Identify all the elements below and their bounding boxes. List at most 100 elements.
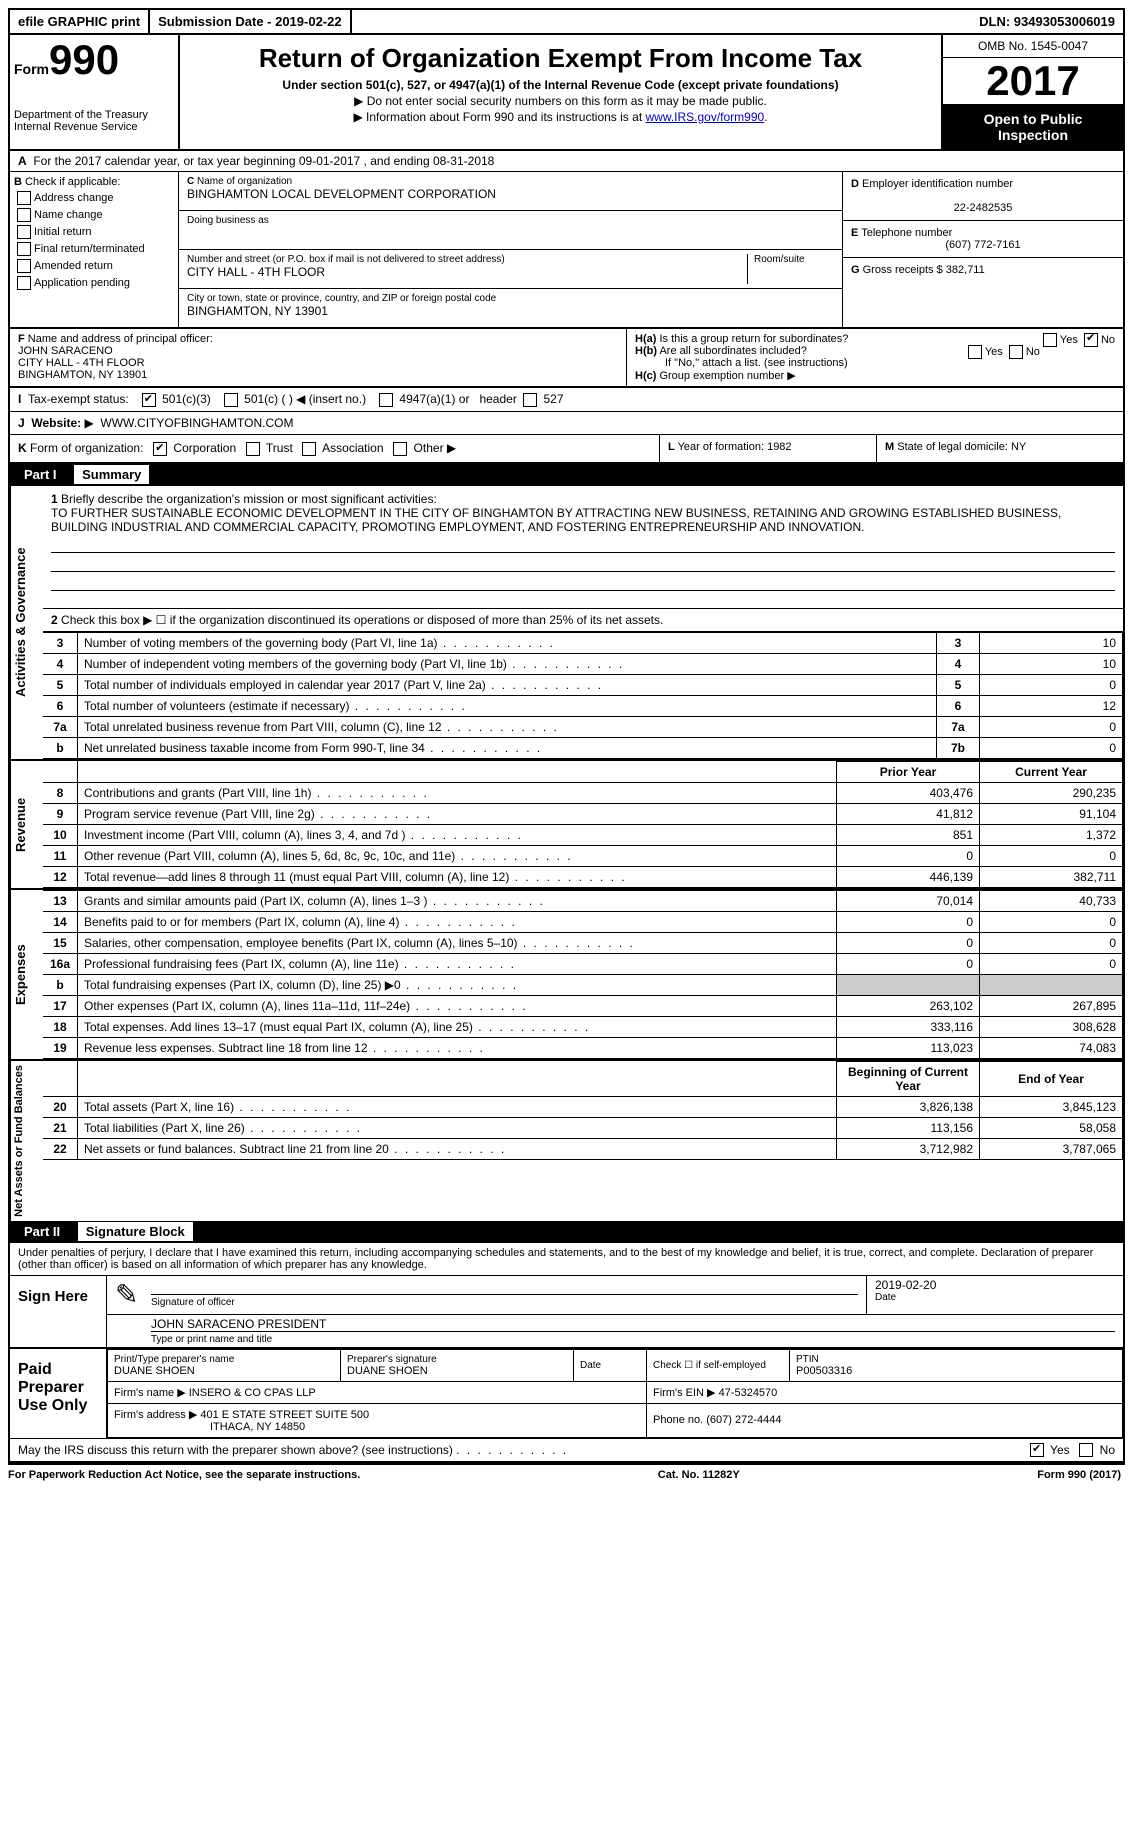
line-value: 10 (980, 653, 1123, 674)
prior-value: 446,139 (837, 866, 980, 887)
end-value: 58,058 (980, 1117, 1123, 1138)
efile-label: efile GRAPHIC print (10, 10, 150, 33)
opt-501c3: 501(c)(3) (162, 392, 211, 406)
netassets-block: Net Assets or Fund Balances Beginning of… (10, 1059, 1123, 1221)
opt-4947: 4947(a)(1) or (399, 392, 469, 406)
officer-addr1: CITY HALL - 4TH FLOOR (18, 357, 145, 369)
expenses-table: 13 Grants and similar amounts paid (Part… (43, 890, 1123, 1059)
line-desc: Number of voting members of the governin… (78, 632, 937, 653)
line-num: 4 (43, 653, 78, 674)
website-value: WWW.CITYOFBINGHAMTON.COM (100, 416, 293, 430)
discuss-no[interactable] (1079, 1443, 1093, 1457)
ha-yes[interactable] (1043, 333, 1057, 347)
line-num: 16a (43, 953, 78, 974)
check-name: Name change (34, 209, 103, 221)
gov-table: 3 Number of voting members of the govern… (43, 632, 1123, 759)
section-b-checks: B Check if applicable: Address change Na… (10, 172, 179, 327)
cb-trust[interactable] (246, 442, 260, 456)
check-address: Address change (34, 192, 114, 204)
cb-501c[interactable] (224, 393, 238, 407)
mission-block: 1 Briefly describe the organization's mi… (43, 486, 1123, 609)
checkbox-address-change[interactable] (17, 191, 31, 205)
form-subtitle: Under section 501(c), 527, or 4947(a)(1)… (282, 78, 838, 92)
line-desc: Salaries, other compensation, employee b… (78, 932, 837, 953)
paid-preparer-label: Paid Preparer Use Only (10, 1349, 107, 1438)
line-num: 22 (43, 1138, 78, 1159)
checkbox-final[interactable] (17, 242, 31, 256)
cb-assoc[interactable] (302, 442, 316, 456)
current-value: 91,104 (980, 803, 1123, 824)
perjury-text: Under penalties of perjury, I declare th… (10, 1243, 1123, 1276)
ha-no[interactable] (1084, 333, 1098, 347)
section-d-right: D Employer identification number 22-2482… (843, 172, 1123, 327)
line-box: 3 (937, 632, 980, 653)
part1-header: Part I Summary (10, 464, 1123, 486)
cb-501c3[interactable] (142, 393, 156, 407)
current-value: 1,372 (980, 824, 1123, 845)
line-box: 4 (937, 653, 980, 674)
line-desc: Total expenses. Add lines 13–17 (must eq… (78, 1016, 837, 1037)
net-table: Beginning of Current Year End of Year 20… (43, 1061, 1123, 1160)
begin-value: 3,826,138 (837, 1096, 980, 1117)
room-label: Room/suite (754, 254, 834, 265)
principal-officer: F Name and address of principal officer:… (10, 329, 627, 386)
line-desc: Net unrelated business taxable income fr… (78, 737, 937, 758)
city-label: City or town, state or province, country… (187, 293, 834, 304)
form-990-container: efile GRAPHIC print Submission Date - 20… (8, 8, 1125, 1465)
line-num: 9 (43, 803, 78, 824)
line-num: b (43, 737, 78, 758)
cb-other[interactable] (393, 442, 407, 456)
hb-note: If "No," attach a list. (see instruction… (635, 357, 1115, 369)
current-value: 0 (980, 932, 1123, 953)
line-desc: Other expenses (Part IX, column (A), lin… (78, 995, 837, 1016)
checkbox-amended[interactable] (17, 259, 31, 273)
current-value: 0 (980, 911, 1123, 932)
mission-text: TO FURTHER SUSTAINABLE ECONOMIC DEVELOPM… (51, 506, 1061, 534)
line-num: 8 (43, 782, 78, 803)
line-desc: Investment income (Part VIII, column (A)… (78, 824, 837, 845)
line-desc: Total liabilities (Part X, line 26) (78, 1117, 837, 1138)
line-value: 10 (980, 632, 1123, 653)
ein-label: Employer identification number (862, 178, 1013, 190)
checkbox-name-change[interactable] (17, 208, 31, 222)
firm-addr1: 401 E STATE STREET SUITE 500 (200, 1409, 369, 1421)
expenses-block: Expenses 13 Grants and similar amounts p… (10, 888, 1123, 1059)
prior-value: 403,476 (837, 782, 980, 803)
paid-preparer-row: Paid Preparer Use Only Print/Type prepar… (10, 1349, 1123, 1439)
ha-label: Is this a group return for subordinates? (659, 333, 848, 345)
preparer-table: Print/Type preparer's name DUANE SHOEN P… (107, 1349, 1123, 1438)
cb-527[interactable] (523, 393, 537, 407)
revenue-block: Revenue Prior Year Current Year 8 Contri… (10, 759, 1123, 888)
discuss-text: May the IRS discuss this return with the… (18, 1443, 453, 1457)
line-num: 15 (43, 932, 78, 953)
sig-date: 2019-02-20 (875, 1278, 1115, 1292)
header-left: Form990 Department of the Treasury Inter… (10, 35, 180, 149)
irs-link[interactable]: www.IRS.gov/form990 (645, 110, 764, 124)
officer-addr2: BINGHAMTON, NY 13901 (18, 369, 147, 381)
checkbox-pending[interactable] (17, 276, 31, 290)
check-final: Final return/terminated (34, 243, 145, 255)
pen-icon: ✎ (107, 1276, 143, 1314)
line-desc: Total fundraising expenses (Part IX, col… (78, 974, 837, 995)
prior-value: 0 (837, 911, 980, 932)
prior-value: 0 (837, 953, 980, 974)
line-value: 0 (980, 716, 1123, 737)
col-prior: Prior Year (837, 761, 980, 782)
opt-trust: Trust (266, 441, 293, 455)
dln: DLN: 93493053006019 (971, 10, 1123, 33)
cb-4947[interactable] (379, 393, 393, 407)
org-name-label: Name of organization (197, 176, 292, 187)
line-box: 5 (937, 674, 980, 695)
line-num: 13 (43, 890, 78, 911)
col-current: Current Year (980, 761, 1123, 782)
discuss-yes[interactable] (1030, 1443, 1044, 1457)
current-value: 40,733 (980, 890, 1123, 911)
cb-corp[interactable] (153, 442, 167, 456)
hb-yes[interactable] (968, 345, 982, 359)
form-org-label: Form of organization: (30, 441, 143, 455)
firm-phone: (607) 272-4444 (706, 1414, 781, 1426)
line-desc: Revenue less expenses. Subtract line 18 … (78, 1037, 837, 1058)
hb-no[interactable] (1009, 345, 1023, 359)
checkbox-initial[interactable] (17, 225, 31, 239)
current-value: 267,895 (980, 995, 1123, 1016)
